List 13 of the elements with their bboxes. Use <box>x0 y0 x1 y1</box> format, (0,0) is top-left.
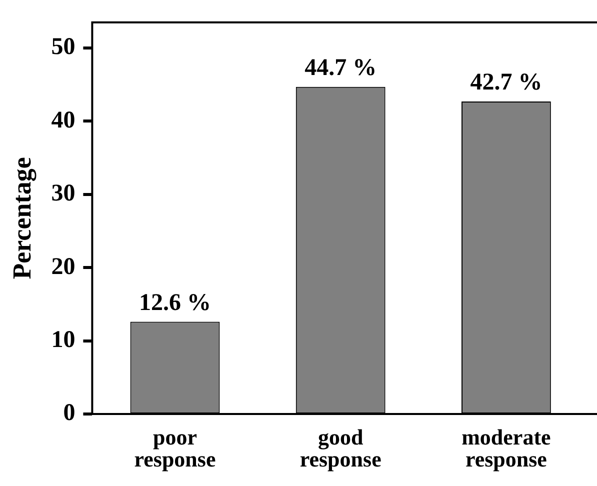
data-label: 12.6 % <box>139 290 211 316</box>
y-axis-title: Percentage <box>7 157 36 280</box>
y-tick-label: 40 <box>51 107 76 134</box>
data-label: 44.7 % <box>304 55 377 82</box>
y-tick-label: 10 <box>51 327 76 354</box>
x-tick-label: good response <box>300 424 382 472</box>
x-tick-label: moderate response <box>462 424 552 472</box>
y-tick-label: 20 <box>51 254 76 280</box>
x-tick-label: poor response <box>134 424 216 472</box>
data-label: 42.7 % <box>470 70 542 96</box>
y-tick-label: 30 <box>51 180 76 207</box>
y-tick-label: 0 <box>63 400 76 426</box>
y-tick-label: 50 <box>51 34 76 60</box>
